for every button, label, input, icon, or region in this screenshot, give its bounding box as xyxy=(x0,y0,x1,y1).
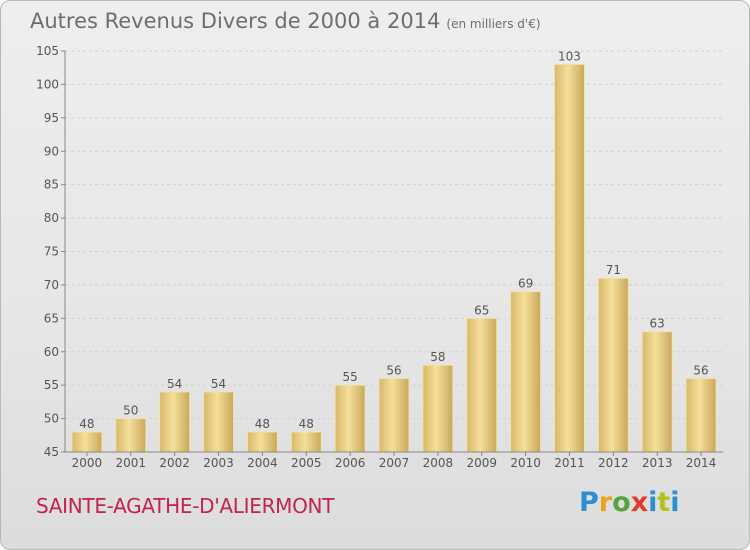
x-tick-label-2000: 2000 xyxy=(72,456,103,470)
bar-2012 xyxy=(597,277,629,453)
data-label-2009: 65 xyxy=(474,303,489,317)
data-label-2005: 48 xyxy=(299,417,314,431)
y-tick-label: 70 xyxy=(44,278,59,292)
axes: 45 50 55 60 65 70 75 80 85 90 95 100 105 2000 2001 2002… xyxy=(36,44,723,470)
x-tick-label-2003: 2003 xyxy=(203,456,234,470)
data-label-2007: 56 xyxy=(386,363,401,377)
y-tick-label: 75 xyxy=(44,245,59,259)
bar-2013 xyxy=(641,331,673,453)
bar-2011 xyxy=(553,63,585,453)
chart-title-text: Autres Revenus Divers de 2000 à 2014 xyxy=(30,9,441,33)
data-label-2000: 48 xyxy=(79,417,94,431)
data-label-2006: 55 xyxy=(342,370,357,384)
x-tick-label-2005: 2005 xyxy=(291,456,322,470)
data-label-2013: 63 xyxy=(650,317,665,331)
bar-2003 xyxy=(203,391,235,453)
bar-2007 xyxy=(378,377,410,453)
y-tick-label: 65 xyxy=(44,311,59,325)
bar-2005 xyxy=(290,431,322,453)
x-tick-label-2007: 2007 xyxy=(379,456,410,470)
data-label-2011: 103 xyxy=(558,49,581,63)
proxiti-logo: Proxiti xyxy=(579,487,680,518)
bar-2014 xyxy=(685,377,717,453)
x-tick-label-2010: 2010 xyxy=(510,456,541,470)
x-tick-label-2006: 2006 xyxy=(335,456,366,470)
y-tick-label: 45 xyxy=(44,445,59,459)
bar-2004 xyxy=(246,431,278,453)
y-tick-label: 90 xyxy=(44,144,59,158)
bar-2009 xyxy=(466,317,498,453)
bar-2008 xyxy=(422,364,454,453)
x-tick-label-2009: 2009 xyxy=(466,456,497,470)
data-label-2010: 69 xyxy=(518,277,533,291)
y-tick-label: 85 xyxy=(44,178,59,192)
chart-title: Autres Revenus Divers de 2000 à 2014 (en … xyxy=(30,9,541,33)
y-tick-label: 95 xyxy=(44,111,59,125)
data-label-2004: 48 xyxy=(255,417,270,431)
y-tick-label: 55 xyxy=(44,378,59,392)
data-label-2014: 56 xyxy=(693,363,708,377)
bar-2000 xyxy=(71,431,103,453)
bar-2006 xyxy=(334,384,366,453)
data-label-2003: 54 xyxy=(211,377,226,391)
commune-name: SAINTE-AGATHE-D'ALIERMONT xyxy=(36,494,335,518)
y-tick-label: 100 xyxy=(36,77,59,91)
bar-2001 xyxy=(115,418,147,453)
x-tick-label-2001: 2001 xyxy=(116,456,147,470)
x-tick-label-2014: 2014 xyxy=(686,456,717,470)
data-label-2001: 50 xyxy=(123,404,138,418)
x-tick-label-2008: 2008 xyxy=(423,456,454,470)
data-label-2008: 58 xyxy=(430,350,445,364)
x-tick-label-2004: 2004 xyxy=(247,456,278,470)
bar-2010 xyxy=(510,291,542,453)
y-tick-label: 60 xyxy=(44,345,59,359)
y-tick-label: 80 xyxy=(44,211,59,225)
x-tick-label-2013: 2013 xyxy=(642,456,673,470)
data-label-2012: 71 xyxy=(606,263,621,277)
x-tick-label-2011: 2011 xyxy=(554,456,585,470)
chart-unit-note: (en milliers d'€) xyxy=(446,17,541,31)
x-tick-label-2012: 2012 xyxy=(598,456,629,470)
y-tick-label: 50 xyxy=(44,412,59,426)
x-tick-label-2002: 2002 xyxy=(159,456,190,470)
y-tick-label: 105 xyxy=(36,44,59,58)
bars: 48 50 54 54 48 48 55 56 58 65 69 103 71 63 56 xyxy=(71,49,717,453)
data-label-2002: 54 xyxy=(167,377,182,391)
bar-2002 xyxy=(159,391,191,453)
